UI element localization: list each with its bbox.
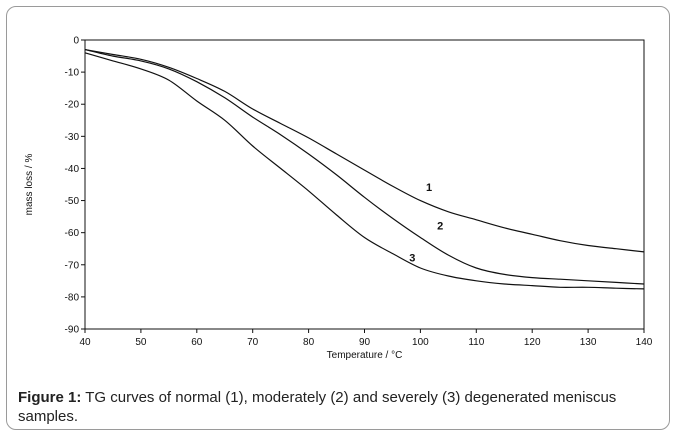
curve-label-1: 1 [426,182,432,194]
y-tick-label: -90 [65,325,80,336]
x-tick-label: 70 [247,337,259,348]
x-tick-label: 100 [412,337,429,348]
x-tick-label: 40 [79,337,91,348]
y-tick-label: -40 [65,164,80,175]
x-axis: 40 50 60 70 80 90 100 110 120 130 140 [79,329,653,348]
y-tick-label: -10 [65,68,80,79]
y-tick-label: 0 [73,36,79,47]
series-line-2 [84,49,645,285]
caption-text: TG curves of normal (1), moderately (2) … [18,389,617,425]
x-tick-label: 50 [135,337,147,348]
caption-label: Figure 1: [18,389,82,406]
y-tick-label: -20 [65,100,80,111]
y-tick-label: -70 [65,260,80,271]
x-tick-label: 90 [359,337,371,348]
x-tick-label: 60 [191,337,203,348]
y-tick-label: -50 [65,196,80,207]
x-tick-label: 120 [524,337,541,348]
y-tick-label: -80 [65,292,80,303]
figure-caption: Figure 1: TG curves of normal (1), moder… [18,388,668,426]
x-tick-label: 80 [303,337,315,348]
y-axis-title: mass loss / % [24,154,35,216]
series-group [84,49,645,290]
tg-chart: 40 50 60 70 80 90 100 110 120 130 140 0 -10 -20 -30 -4… [24,36,653,362]
curve-labels: 1 2 3 [409,182,443,265]
series-line-1 [84,49,645,253]
figure-frame [6,6,670,430]
curve-label-2: 2 [437,220,443,232]
x-tick-label: 110 [468,337,484,348]
x-tick-label: 140 [636,337,653,348]
series-line-3 [84,52,645,290]
curve-label-3: 3 [409,253,415,265]
x-tick-label: 130 [580,337,597,348]
plot-area [84,39,645,330]
x-axis-title: Temperature / °C [327,350,403,361]
y-tick-label: -60 [65,228,80,239]
y-tick-label: -30 [65,132,80,143]
y-axis: 0 -10 -20 -30 -40 -50 -60 -70 -80 -90 [65,36,85,336]
